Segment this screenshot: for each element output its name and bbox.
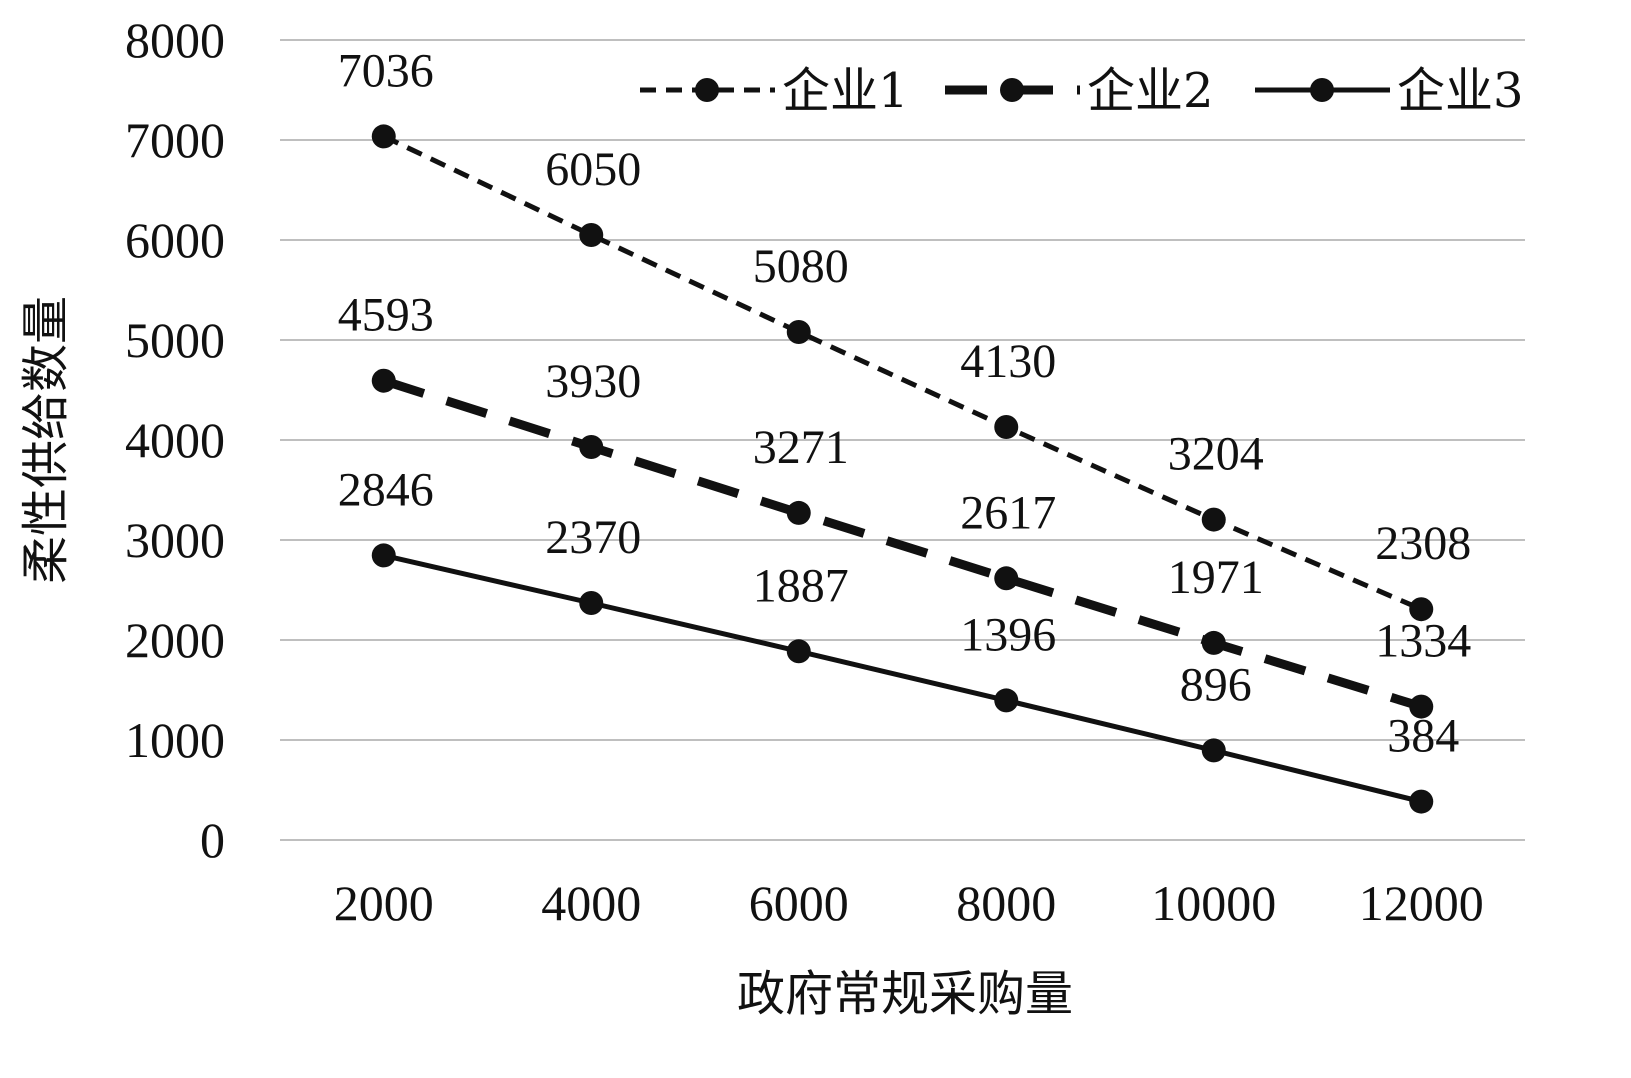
data-point — [371, 543, 396, 568]
x-tick-label: 10000 — [1151, 875, 1276, 931]
x-tick-label: 2000 — [334, 875, 434, 931]
data-point — [786, 320, 811, 344]
y-tick-label: 8000 — [125, 12, 225, 68]
legend-label: 企业1 — [782, 63, 909, 119]
data-point — [994, 566, 1019, 591]
y-tick-label: 3000 — [125, 512, 225, 568]
x-tick-label: 4000 — [541, 875, 641, 931]
series-line — [382, 376, 1423, 711]
data-label: 7036 — [338, 44, 434, 97]
data-point — [371, 368, 396, 393]
data-point — [579, 591, 604, 615]
data-label: 1396 — [960, 608, 1056, 661]
data-point — [994, 688, 1019, 713]
x-axis-tick-labels: 2000 4000 6000 8000 10000 12000 — [334, 875, 1484, 931]
data-point — [579, 435, 604, 459]
data-label: 5080 — [753, 240, 849, 293]
legend-marker — [1000, 78, 1024, 102]
data-label: 896 — [1180, 658, 1252, 711]
data-label: 6050 — [545, 143, 641, 196]
data-label: 2846 — [338, 463, 434, 516]
data-labels: 7036 6050 5080 4130 3204 2308 4593 3930 3271 2617… — [338, 44, 1472, 762]
data-label: 3204 — [1168, 428, 1264, 481]
series-line — [383, 552, 1422, 805]
series-2 — [371, 368, 1434, 719]
data-point — [1201, 738, 1226, 763]
data-label: 4593 — [338, 289, 434, 342]
legend-item-1: 企业1 — [640, 63, 909, 119]
data-label: 4130 — [960, 335, 1056, 388]
y-tick-label: 7000 — [125, 112, 225, 168]
legend-label: 企业3 — [1397, 63, 1524, 119]
data-label: 1971 — [1168, 551, 1264, 604]
data-point — [786, 500, 811, 525]
y-axis-title: 柔性供给数量 — [18, 296, 74, 584]
data-label: 2617 — [960, 486, 1056, 539]
x-tick-label: 12000 — [1359, 875, 1484, 931]
data-label: 1334 — [1375, 615, 1471, 668]
legend-label: 企业2 — [1087, 63, 1214, 119]
data-point — [1201, 630, 1226, 655]
y-axis-tick-labels: 0 1000 2000 3000 4000 5000 6000 7000 8000 — [125, 12, 225, 868]
data-label: 3271 — [753, 421, 849, 474]
data-point — [1409, 789, 1434, 814]
data-point — [1201, 507, 1226, 532]
x-axis-title: 政府常规采购量 — [737, 966, 1073, 1022]
data-point — [786, 639, 811, 664]
y-tick-label: 1000 — [125, 712, 225, 768]
legend-marker — [1310, 78, 1334, 102]
y-tick-label: 4000 — [125, 412, 225, 468]
data-label: 1887 — [753, 559, 849, 612]
y-tick-label: 5000 — [125, 312, 225, 368]
series-1 — [371, 124, 1434, 622]
series-3 — [371, 543, 1434, 814]
data-point — [1409, 597, 1434, 622]
data-label: 3930 — [545, 355, 641, 408]
data-point — [579, 223, 604, 247]
data-label: 2370 — [545, 511, 641, 564]
data-point — [1409, 694, 1434, 719]
data-label: 2308 — [1375, 517, 1471, 570]
gridlines — [280, 39, 1525, 841]
x-tick-label: 6000 — [749, 875, 849, 931]
y-tick-label: 6000 — [125, 212, 225, 268]
data-point — [994, 415, 1019, 439]
legend-item-3: 企业3 — [1255, 63, 1524, 119]
data-label: 384 — [1387, 710, 1459, 763]
series-lines — [371, 124, 1434, 814]
y-tick-label: 0 — [200, 812, 225, 868]
legend-item-2: 企业2 — [945, 63, 1214, 119]
series-line — [382, 134, 1423, 612]
legend: 企业1 企业2 企业3 — [640, 63, 1524, 119]
x-tick-label: 8000 — [956, 875, 1056, 931]
data-point — [371, 124, 396, 149]
y-tick-label: 2000 — [125, 612, 225, 668]
legend-marker — [695, 78, 719, 102]
